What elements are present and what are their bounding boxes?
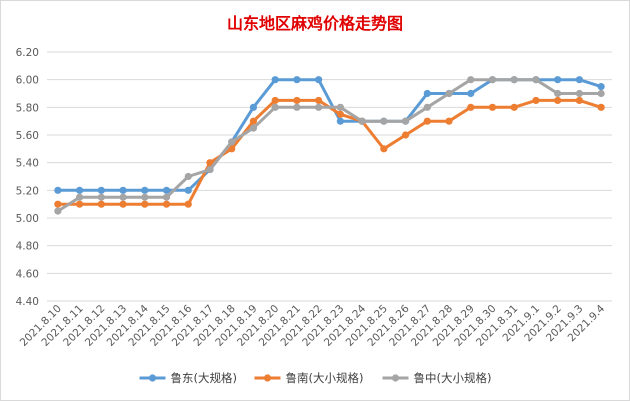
- series-line-2: [56, 98, 603, 206]
- data-point-series-3: [445, 89, 453, 98]
- data-point-series-2: [488, 103, 497, 111]
- legend-label-2: 鲁南(大小规格): [286, 371, 364, 385]
- y-tick-label: 4.60: [16, 268, 39, 280]
- data-point-series-1: [293, 76, 301, 84]
- data-point-series-2: [75, 200, 84, 208]
- data-point-series-3: [467, 76, 475, 84]
- data-point-series-3: [293, 103, 301, 111]
- data-point-series-1: [271, 76, 279, 84]
- data-point-series-1: [467, 89, 475, 98]
- data-point-series-2: [228, 145, 236, 153]
- data-point-series-2: [510, 103, 518, 111]
- data-point-series-2: [141, 200, 149, 208]
- data-point-series-3: [336, 103, 344, 111]
- y-tick-label: 6.20: [16, 47, 39, 59]
- data-point-series-3: [597, 89, 605, 98]
- data-point-series-2: [162, 200, 171, 208]
- data-point-series-2: [467, 103, 475, 111]
- chart-title: 山东地区麻鸡价格走势图: [226, 14, 403, 33]
- data-point-series-2: [445, 117, 453, 125]
- legend-marker-1: [148, 374, 157, 382]
- data-point-series-3: [423, 103, 431, 111]
- data-point-series-2: [597, 103, 605, 111]
- data-point-series-2: [554, 96, 562, 105]
- data-point-series-2: [401, 131, 410, 139]
- data-point-series-2: [249, 117, 258, 125]
- data-point-series-3: [54, 207, 62, 215]
- data-point-series-3: [141, 193, 149, 201]
- data-point-series-1: [249, 103, 258, 111]
- data-point-series-2: [315, 96, 323, 105]
- data-point-series-2: [184, 200, 192, 208]
- data-point-series-2: [271, 96, 279, 105]
- data-point-series-2: [336, 110, 344, 118]
- series-line-3: [56, 78, 603, 213]
- data-point-series-3: [401, 117, 410, 125]
- data-point-series-3: [575, 89, 584, 98]
- data-point-series-3: [119, 193, 127, 201]
- data-point-series-1: [97, 186, 105, 194]
- legend-marker-3: [391, 374, 400, 382]
- data-point-series-1: [575, 76, 584, 84]
- data-point-series-2: [423, 117, 431, 125]
- data-point-series-3: [510, 76, 518, 84]
- data-point-series-2: [119, 200, 127, 208]
- y-tick-label: 5.20: [16, 185, 39, 197]
- y-tick-label: 5.60: [16, 130, 39, 142]
- y-tick-label: 5.00: [16, 213, 39, 225]
- data-point-series-3: [97, 193, 105, 201]
- data-point-series-3: [380, 117, 388, 125]
- legend-label-1: 鲁东(大规格): [171, 371, 237, 385]
- data-point-series-2: [293, 96, 301, 105]
- data-point-series-3: [532, 76, 540, 84]
- y-tick-label: 5.40: [16, 158, 39, 170]
- data-point-series-3: [358, 117, 366, 125]
- y-tick-label: 6.00: [16, 75, 39, 87]
- legend-label-3: 鲁中(大小规格): [414, 371, 492, 385]
- data-point-series-3: [206, 165, 214, 174]
- data-point-series-2: [206, 159, 214, 167]
- data-point-series-1: [162, 186, 171, 194]
- data-point-series-1: [184, 186, 192, 194]
- data-point-series-3: [228, 138, 236, 146]
- data-point-series-2: [54, 200, 62, 208]
- data-point-series-1: [336, 117, 344, 125]
- data-point-series-3: [554, 89, 562, 98]
- data-point-series-3: [162, 193, 171, 201]
- data-point-series-1: [597, 82, 605, 91]
- data-point-series-1: [75, 186, 84, 194]
- data-point-series-3: [271, 103, 279, 111]
- data-point-series-3: [488, 76, 497, 84]
- data-point-series-2: [97, 200, 105, 208]
- data-point-series-3: [75, 193, 84, 201]
- data-point-series-3: [315, 103, 323, 111]
- data-point-series-1: [554, 76, 562, 84]
- y-tick-label: 4.40: [16, 296, 39, 308]
- data-point-series-3: [184, 172, 192, 181]
- data-point-series-1: [54, 186, 62, 194]
- data-point-series-1: [315, 76, 323, 84]
- y-tick-label: 5.80: [16, 102, 39, 114]
- data-point-series-2: [380, 145, 388, 153]
- data-point-series-3: [249, 124, 258, 132]
- legend-marker-2: [263, 374, 272, 382]
- data-point-series-1: [141, 186, 149, 194]
- y-tick-label: 4.80: [16, 241, 39, 253]
- data-point-series-2: [575, 96, 584, 105]
- data-point-series-1: [119, 186, 127, 194]
- data-point-series-1: [423, 89, 431, 98]
- data-point-series-2: [532, 96, 540, 105]
